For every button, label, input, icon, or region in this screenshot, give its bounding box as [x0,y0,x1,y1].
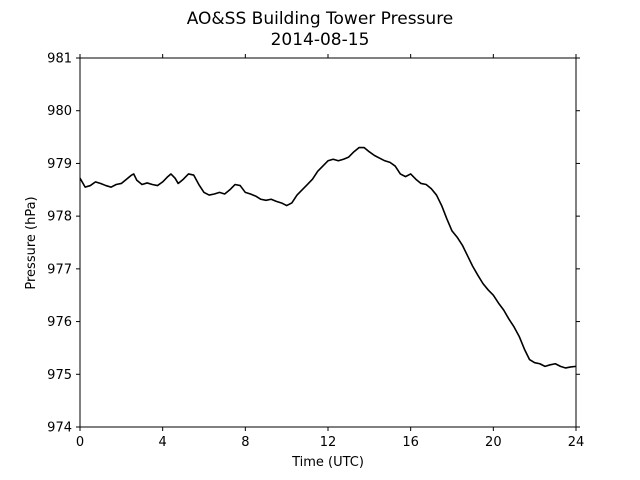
y-axis-ticks: 974 975 976 977 978 979 980 981 [47,52,580,436]
x-tick-label: 16 [402,435,419,450]
y-tick-label: 980 [47,104,72,119]
x-axis-label: Time (UTC) [291,455,364,470]
x-tick-label: 24 [568,435,585,450]
x-tick-label: 20 [485,435,502,450]
y-tick-label: 978 [47,210,72,225]
y-tick-label: 977 [47,262,72,277]
y-tick-label: 979 [47,157,72,172]
plot-frame [79,57,577,428]
x-axis-ticks: 0 4 8 12 16 20 24 [76,54,584,450]
x-tick-label: 0 [76,435,84,450]
pressure-series-line [79,146,577,369]
chart-subtitle: 2014-08-15 [271,30,370,50]
y-axis-label: Pressure (hPa) [24,196,39,289]
y-tick-label: 976 [47,315,72,330]
y-tick-label: 974 [47,421,72,436]
y-tick-label: 981 [47,52,72,67]
plot-area [79,57,577,428]
x-tick-label: 4 [159,435,167,450]
x-tick-label: 12 [320,435,337,450]
x-tick-label: 8 [241,435,249,450]
y-tick-label: 975 [47,368,72,383]
chart-title: AO&SS Building Tower Pressure [187,9,454,29]
